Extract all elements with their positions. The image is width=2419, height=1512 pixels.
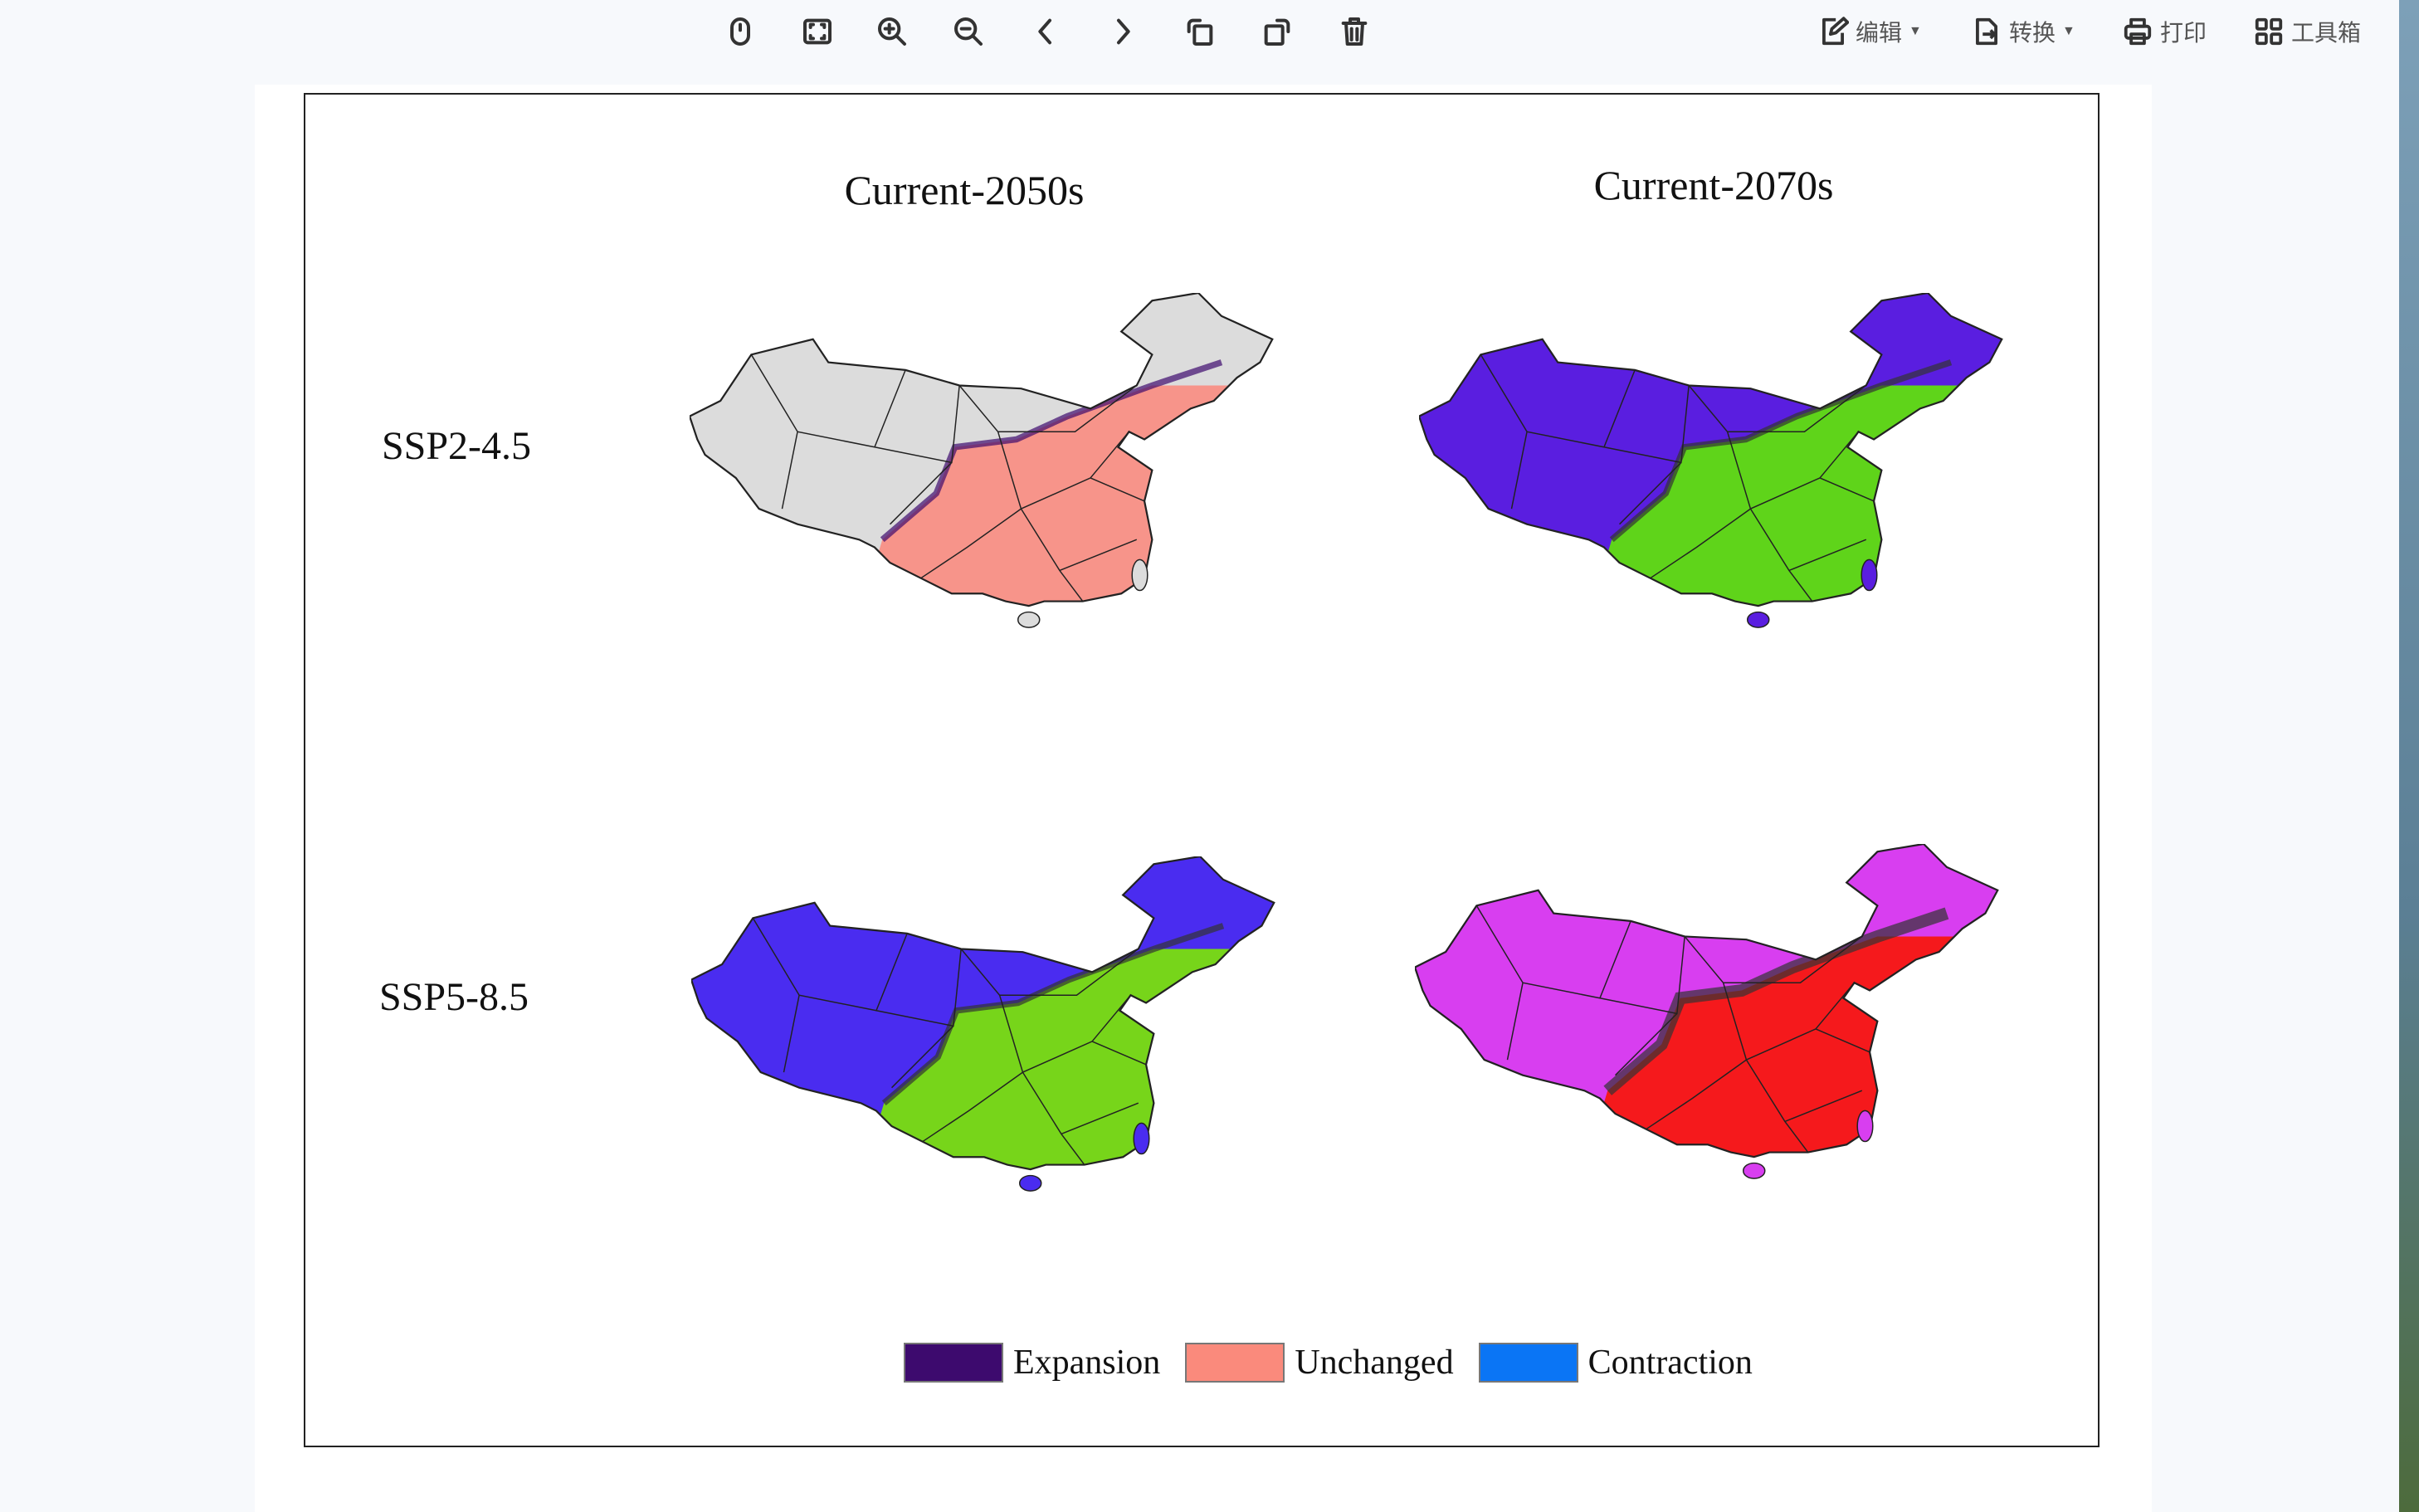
desktop-background-strip — [2399, 0, 2419, 1512]
map-ssp585-2070s — [1413, 842, 2001, 1191]
taiwan — [1133, 1122, 1150, 1155]
column-title-2050s: Current-2050s — [844, 167, 1085, 213]
next-page-icon[interactable] — [1105, 13, 1141, 50]
edit-icon — [1822, 17, 1849, 46]
toolbox-label: 工具箱 — [2291, 20, 2362, 46]
zoom-out-icon[interactable] — [950, 13, 987, 50]
taiwan — [1856, 1110, 1874, 1143]
legend-label-unchanged: Unchanged — [1295, 1344, 1454, 1382]
chevron-down-icon: ▼ — [2062, 24, 2075, 38]
convert-icon — [1976, 17, 1997, 46]
map-ssp245-2050s — [688, 291, 1275, 640]
legend-swatch-contraction — [1478, 1343, 1578, 1383]
rotate-right-icon[interactable] — [1259, 13, 1295, 50]
column-title-2070s: Current-2070s — [1593, 162, 1834, 208]
taiwan — [1131, 558, 1149, 592]
legend-swatch-unchanged — [1185, 1343, 1285, 1383]
hainan — [1018, 1174, 1042, 1192]
taiwan — [1861, 558, 1878, 592]
fit-page-icon[interactable] — [799, 13, 836, 50]
region-boundary-band — [1609, 359, 1953, 543]
region-boundary-band — [1603, 907, 1949, 1095]
viewer-toolbar: 编辑 ▼ 转换 ▼ 打印 工具箱 — [0, 0, 2399, 66]
toolbox-button[interactable]: 工具箱 — [2253, 13, 2361, 50]
zoom-in-icon[interactable] — [874, 13, 910, 50]
region-boundary-band — [880, 359, 1223, 543]
rotate-left-icon[interactable] — [1182, 13, 1218, 50]
grid-icon — [2255, 17, 2283, 46]
printer-icon — [2124, 17, 2152, 46]
mouse-icon[interactable] — [722, 13, 758, 50]
edit-label: 编辑 — [1856, 20, 1903, 46]
edit-button[interactable]: 编辑 ▼ — [1817, 13, 1922, 50]
row-label-ssp245: SSP2-4.5 — [381, 424, 532, 468]
print-button[interactable]: 打印 — [2122, 13, 2207, 50]
chevron-down-icon: ▼ — [1909, 24, 1922, 38]
row-label-ssp585: SSP5-8.5 — [378, 975, 529, 1019]
legend-label-contraction: Contraction — [1587, 1344, 1753, 1382]
delete-icon[interactable] — [1336, 13, 1373, 50]
previous-page-icon[interactable] — [1027, 13, 1064, 50]
legend: Expansion Unchanged Contraction — [904, 1342, 1778, 1383]
legend-label-expansion: Expansion — [1013, 1344, 1161, 1382]
hainan — [1746, 611, 1770, 628]
region-boundary-band — [881, 923, 1225, 1106]
map-ssp245-2070s — [1417, 291, 2005, 640]
legend-swatch-expansion — [904, 1343, 1003, 1383]
convert-label: 转换 — [2009, 20, 2056, 46]
hainan — [1017, 611, 1041, 628]
map-ssp585-2050s — [690, 855, 1277, 1203]
convert-button[interactable]: 转换 ▼ — [1971, 13, 2075, 50]
print-label: 打印 — [2160, 20, 2207, 46]
hainan — [1742, 1162, 1766, 1179]
